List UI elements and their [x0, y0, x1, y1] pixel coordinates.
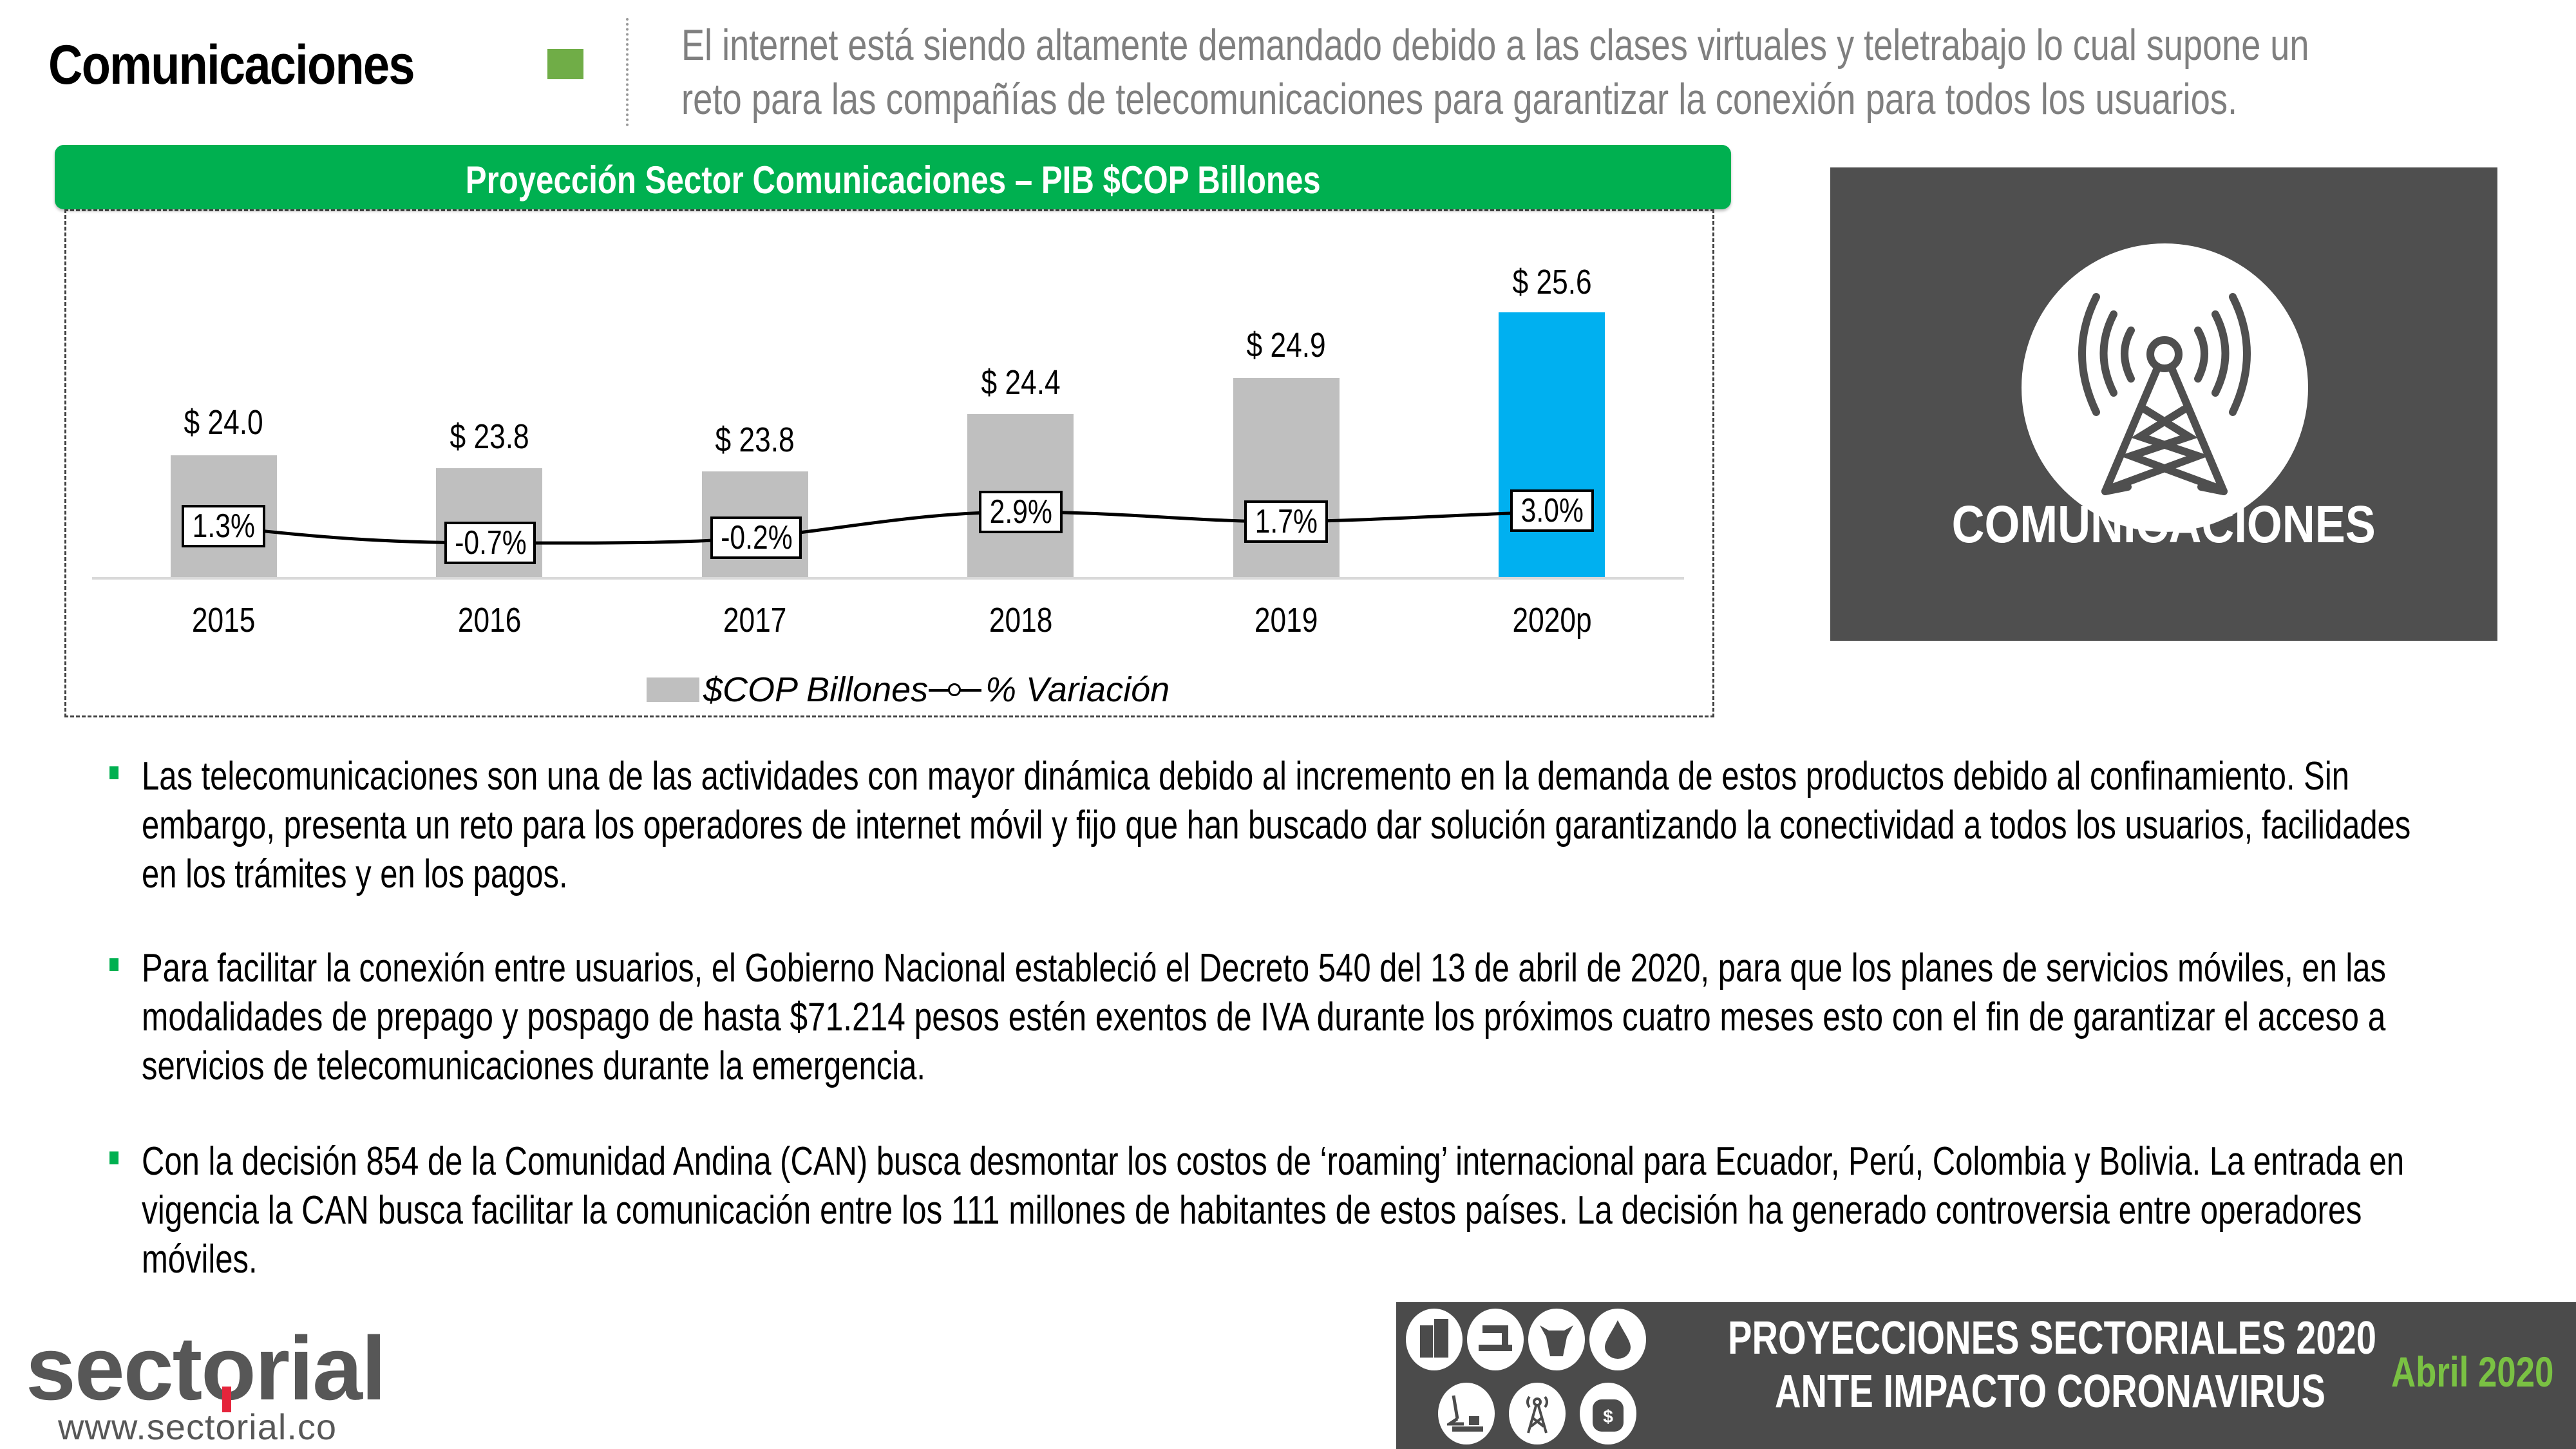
bullet-marker [109, 766, 118, 779]
bullet-line: servicios de telecomunicaciones durante … [142, 1044, 925, 1088]
bar-value-label: $ 24.9 [1246, 326, 1326, 365]
excavator-icon [1438, 1383, 1495, 1444]
bar-value-label: $ 24.0 [184, 403, 263, 442]
x-axis [92, 577, 1684, 580]
panel-title: COMUNICACIONES [1951, 495, 2376, 554]
pct-label: -0.2% [710, 516, 802, 559]
radio-tower-icon [2078, 293, 2251, 495]
bullet-line: Las telecomunicaciones son una de las ac… [142, 754, 2349, 799]
legend-line-label: % Variación [985, 670, 1170, 709]
bullet-line: embargo, presenta un reto para los opera… [142, 803, 2411, 848]
sector-panel: COMUNICACIONES [1830, 167, 2497, 641]
x-tick-label: 2018 [989, 601, 1053, 639]
bullet-marker [109, 1151, 118, 1164]
pct-label: -0.7% [444, 522, 536, 564]
logo-url[interactable]: www.sectorial.co [58, 1406, 337, 1447]
sectorial-logo[interactable]: sectorial www.sectorial.co [26, 1318, 386, 1448]
bar-value-label: $ 23.8 [450, 417, 529, 456]
bullet-line: Con la decisión 854 de la Comunidad Andi… [142, 1139, 2405, 1184]
bullet-marker [109, 958, 118, 971]
radio-tower-icon [1509, 1383, 1566, 1444]
chart-title: Proyección Sector Comunicaciones – PIB $… [465, 158, 1321, 202]
chart-legend: $COP Billones % Variación [644, 670, 1224, 712]
legend-bar-swatch [647, 677, 699, 702]
intro-text: El internet está siendo altamente demand… [681, 18, 2497, 126]
pct-label: 1.7% [1244, 500, 1328, 543]
bar-2019 [1233, 378, 1340, 578]
pct-label: 1.3% [182, 505, 265, 547]
legend-bar-label: $COP Billones [703, 670, 929, 709]
bullet-line: vigencia la CAN busca facilitar la comun… [142, 1188, 2362, 1233]
money-bag-icon: $ [1580, 1383, 1636, 1444]
bar-value-label: $ 23.8 [715, 421, 795, 459]
buildings-icon [1406, 1309, 1463, 1370]
cow-icon [1528, 1309, 1585, 1370]
legend-line-marker [948, 683, 961, 696]
pct-label: 2.9% [979, 491, 1063, 533]
footer-banner: $ PROYECCIONES SECTORIALES 2020 ANTE IMP… [1396, 1302, 2576, 1449]
footer-date: Abril 2020 [2391, 1348, 2554, 1396]
x-tick-label: 2017 [723, 601, 787, 639]
chart-title-bar: Proyección Sector Comunicaciones – PIB $… [55, 145, 1731, 209]
page-title: Comunicaciones [48, 34, 415, 96]
logo-accent [222, 1387, 231, 1412]
bullet-line: en los trámites y en los pagos. [142, 852, 568, 896]
icon-circle [2022, 243, 2308, 532]
bullet-line: modalidades de prepago y pospago de hast… [142, 995, 2386, 1039]
pct-label: 3.0% [1510, 489, 1594, 532]
footer-title-line2: ANTE IMPACTO CORONAVIRUS [1775, 1366, 2325, 1417]
x-tick-label: 2020p [1512, 601, 1592, 639]
section-marker [547, 49, 583, 79]
bar-value-label: $ 25.6 [1512, 263, 1592, 301]
bar-value-label: $ 24.4 [981, 363, 1061, 402]
intro-line: reto para las compañías de telecomunicac… [681, 75, 2238, 124]
intro-line: El internet está siendo altamente demand… [681, 21, 2309, 70]
oil-drop-icon [1589, 1309, 1646, 1370]
bar-2020p [1499, 312, 1605, 578]
x-tick-label: 2015 [191, 601, 256, 639]
bullet-line: Para facilitar la conexión entre usuario… [142, 946, 2387, 990]
footer-title-line1: PROYECCIONES SECTORIALES 2020 [1728, 1312, 2377, 1364]
svg-text:$: $ [1603, 1406, 1613, 1426]
x-tick-label: 2016 [457, 601, 522, 639]
divider [626, 18, 629, 126]
logo-wordmark: sectorial [26, 1318, 386, 1419]
bullet-line: móviles. [142, 1237, 258, 1282]
variation-line [223, 510, 1553, 545]
x-tick-label: 2019 [1254, 601, 1318, 639]
sewing-machine-icon [1467, 1309, 1524, 1370]
chart-frame [64, 209, 1714, 717]
